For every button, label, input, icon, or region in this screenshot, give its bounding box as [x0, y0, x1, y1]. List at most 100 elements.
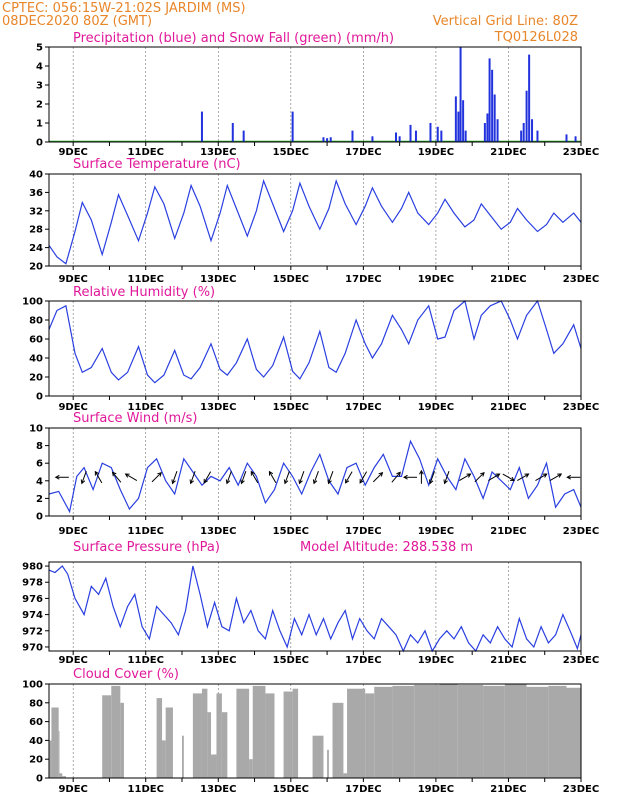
- y-tick-label: 4: [36, 476, 43, 487]
- precip-bar: [351, 130, 354, 142]
- date-tick-label: 13DEC: [200, 784, 236, 795]
- wind-arrow: [240, 471, 247, 485]
- date-tick-label: 19DEC: [418, 274, 454, 285]
- precip-bar: [459, 47, 462, 142]
- precip-bar: [440, 130, 443, 142]
- header-init-time: 08DEC2020 80Z (GMT): [2, 14, 152, 29]
- wind-arrow: [312, 471, 319, 485]
- date-tick-label: 11DEC: [128, 784, 164, 795]
- y-tick-label: 980: [22, 562, 43, 573]
- y-tick-label: 32: [29, 206, 43, 217]
- plot-frame: [48, 683, 582, 779]
- date-tick-label: 9DEC: [58, 784, 87, 795]
- date-tick-label: 11DEC: [128, 655, 164, 666]
- wind-arrow: [402, 474, 418, 480]
- date-tick-label: 13DEC: [200, 274, 236, 285]
- wind-arrow: [566, 474, 581, 480]
- panel-title-cloud: Cloud Cover (%): [73, 667, 179, 682]
- date-tick-label: 9DEC: [58, 526, 87, 537]
- precip-bar: [329, 137, 332, 142]
- cloud-bar: [504, 684, 527, 778]
- date-tick-label: 21DEC: [490, 784, 526, 795]
- date-tick-label: 13DEC: [200, 655, 236, 666]
- wind-arrow: [124, 473, 138, 481]
- y-tick-label: 10: [29, 424, 43, 435]
- cloud-bar: [249, 759, 253, 778]
- panel-title-precip: Precipitation (blue) and Snow Fall (gree…: [73, 31, 394, 46]
- date-tick-label: 9DEC: [58, 402, 87, 413]
- precip-bar: [536, 130, 539, 142]
- cloud-bar: [111, 685, 121, 778]
- y-tick-label: 0: [36, 512, 43, 523]
- wind-arrow: [517, 473, 530, 481]
- panel-pres: Surface Pressure (hPa) 9DEC 11DEC 13DEC 15DE…: [22, 540, 599, 666]
- cloud-bar: [236, 688, 250, 778]
- cloud-bar: [365, 693, 375, 778]
- date-tick-label: 15DEC: [273, 402, 309, 413]
- wind-arrow: [94, 470, 103, 484]
- date-tick-label: 11DEC: [128, 526, 164, 537]
- cloud-bar: [252, 685, 266, 778]
- y-tick-label: 978: [22, 578, 43, 589]
- y-tick-label: 36: [29, 188, 43, 199]
- cloud-bar: [483, 685, 505, 778]
- precip-bar: [429, 123, 432, 142]
- wind-arrow: [372, 471, 384, 483]
- y-tick-label: 3: [36, 81, 43, 92]
- wind-arrow: [428, 471, 435, 485]
- wind-arrow: [459, 473, 472, 481]
- cloud-bar: [58, 731, 60, 778]
- plot-frame: [48, 561, 582, 652]
- y-tick-label: 28: [29, 225, 43, 236]
- wind-arrow: [250, 470, 259, 484]
- y-tick-label: 8: [36, 441, 43, 452]
- date-tick-label: 17DEC: [345, 147, 381, 158]
- series-line-wind: [48, 439, 582, 514]
- precip-bar: [322, 137, 325, 142]
- y-tick-label: 40: [29, 354, 43, 365]
- date-tick-label: 17DEC: [345, 784, 381, 795]
- cloud-bar: [283, 691, 293, 778]
- wind-arrow: [189, 471, 196, 485]
- y-tick-label: 60: [29, 717, 43, 728]
- cloud-bar: [221, 712, 228, 778]
- model-altitude: Model Altitude: 288.538 m: [300, 540, 473, 555]
- cloud-bar: [332, 702, 344, 778]
- wind-arrow: [225, 471, 232, 485]
- date-tick-label: 17DEC: [345, 526, 381, 537]
- wind-arrow: [327, 471, 334, 485]
- date-tick-label: 23DEC: [563, 274, 599, 285]
- wind-arrow: [359, 471, 368, 484]
- date-tick-label: 11DEC: [128, 402, 164, 413]
- wind-arrow: [549, 473, 563, 481]
- precip-bar: [565, 134, 568, 142]
- cloud-bar: [327, 749, 329, 778]
- precip-bar: [483, 123, 486, 142]
- panel-title-pres: Surface Pressure (hPa): [73, 540, 220, 555]
- date-tick-label: 9DEC: [58, 655, 87, 666]
- precip-bar: [409, 124, 412, 142]
- y-tick-label: 24: [29, 243, 43, 254]
- date-tick-label: 19DEC: [418, 784, 454, 795]
- cloud-bar: [165, 707, 173, 778]
- panel-cloud: Cloud Cover (%) 9DEC 11DEC 13DEC 15DEC 17DEC 1…: [22, 667, 599, 795]
- y-tick-label: 80: [29, 316, 43, 327]
- y-tick-label: 100: [22, 680, 43, 691]
- wind-arrow: [171, 471, 178, 485]
- cloud-bar: [347, 688, 366, 778]
- panel-temp: Surface Temperature (nC) 9DEC 11DEC 13DEC 15…: [29, 157, 599, 285]
- header-station: CPTEC: 056:15W-21:02S JARDIM (MS): [2, 1, 246, 16]
- cloud-bar: [192, 693, 202, 778]
- cloud-bar: [265, 693, 275, 778]
- header-grid-note: Vertical Grid Line: 80Z: [433, 14, 578, 29]
- y-tick-label: 80: [29, 698, 43, 709]
- date-tick-label: 21DEC: [490, 147, 526, 158]
- precip-bar: [436, 126, 439, 142]
- cloud-bar: [312, 735, 324, 778]
- y-tick-label: 5: [36, 43, 43, 54]
- series-line-pres: [48, 565, 582, 653]
- panel-title-rh: Relative Humidity (%): [73, 285, 215, 300]
- date-tick-label: 15DEC: [273, 274, 309, 285]
- cloud-bar: [162, 740, 166, 778]
- y-tick-label: 20: [29, 373, 43, 384]
